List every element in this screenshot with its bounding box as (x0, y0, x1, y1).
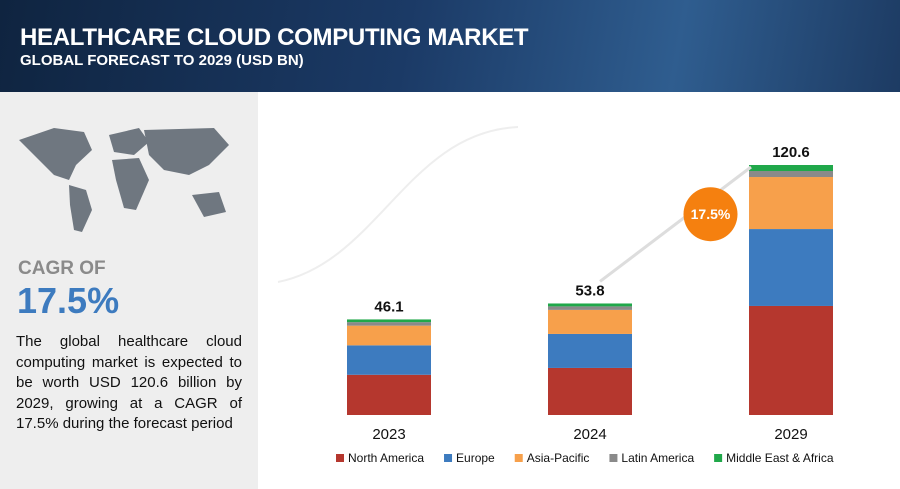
sidebar: CAGR OF 17.5% The global healthcare clou… (0, 92, 258, 489)
bar-segment (347, 345, 431, 375)
description: The global healthcare cloud computing ma… (16, 333, 242, 432)
bar-segment (548, 303, 632, 307)
total-label: 120.6 (772, 144, 810, 161)
bar-segment (749, 171, 833, 178)
bar-segment (347, 319, 431, 323)
bar-segment (347, 374, 431, 415)
decor-curve (277, 126, 519, 283)
header: HEALTHCARE CLOUD COMPUTING MARKET GLOBAL… (0, 0, 900, 92)
bar-segment (749, 165, 833, 172)
bar-segment (548, 333, 632, 368)
legend-swatch (336, 454, 344, 462)
legend-label: North America (348, 451, 424, 465)
legend-label: Middle East & Africa (726, 451, 834, 465)
total-label: 53.8 (575, 282, 604, 299)
cagr-value: 17.5% (17, 280, 120, 321)
legend-swatch (444, 454, 453, 462)
growth-line (599, 165, 752, 283)
legend-swatch (514, 454, 523, 462)
bar-segment (347, 322, 431, 326)
bar-segment (347, 325, 431, 346)
legend-label: Latin America (621, 451, 694, 465)
bar-segment (749, 229, 833, 306)
bar-segment (749, 177, 833, 230)
bar-segment (548, 367, 632, 415)
x-tick-label: 2024 (573, 426, 606, 443)
chart: 2023 46.1 2024 53.8 2029 120.6 17.5% North Amer… (277, 126, 834, 465)
title: HEALTHCARE CLOUD COMPUTING MARKET (20, 24, 529, 51)
total-label: 46.1 (374, 298, 403, 315)
bar-segment (749, 305, 833, 415)
cagr-bubble (683, 187, 738, 242)
world-map (19, 128, 229, 232)
cagr-label: CAGR OF (18, 258, 106, 279)
legend-swatch (609, 454, 618, 462)
legend-swatch (714, 454, 723, 462)
legend-label: Europe (456, 451, 495, 465)
subtitle: GLOBAL FORECAST TO 2029 (USD BN) (20, 52, 304, 69)
cagr-bubble-label: 17.5% (691, 206, 731, 222)
bar-segment (548, 306, 632, 310)
x-tick-label: 2023 (372, 426, 405, 443)
legend-label: Asia-Pacific (527, 451, 590, 465)
bar-segment (548, 309, 632, 334)
x-tick-label: 2029 (774, 426, 807, 443)
